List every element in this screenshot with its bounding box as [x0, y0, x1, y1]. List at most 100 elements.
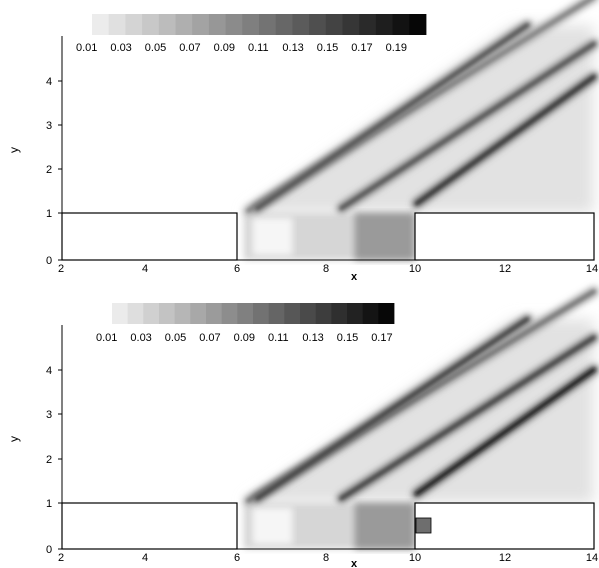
colorbar-swatch — [259, 14, 277, 35]
colorbar-swatch — [192, 14, 210, 35]
colorbar-swatch — [409, 14, 427, 35]
colorbar-swatch — [158, 14, 176, 35]
colorbar-tick-label: 0.07 — [199, 332, 220, 344]
ytick-label-1: 1 — [46, 498, 52, 510]
colorbar-swatch — [342, 14, 360, 35]
ytick-label-2: 2 — [46, 164, 52, 176]
colorbar-swatch — [237, 303, 254, 324]
xtick-label-2: 2 — [58, 263, 64, 275]
plot-2: 0.01 0.03 0.05 0.07 0.09 0.11 0.13 0.15 0.17 0 1… — [7, 286, 599, 568]
colorbar-swatch — [325, 14, 343, 35]
contour-field-1 — [243, 0, 599, 260]
colorbar-swatch — [112, 303, 129, 324]
xtick-label-14: 14 — [586, 552, 598, 564]
y-axis-label-1: y — [7, 147, 21, 153]
colorbar-tick-label: 0.17 — [351, 42, 372, 54]
cavity-light-patch — [252, 507, 293, 545]
colorbar-swatch — [284, 303, 301, 324]
xtick-label-12: 12 — [499, 552, 511, 564]
colorbar-swatch — [142, 14, 160, 35]
contour-band-core — [339, 42, 596, 210]
colorbar-swatch — [392, 14, 410, 35]
colorbar-swatch — [292, 14, 310, 35]
colorbar-swatch — [362, 303, 379, 324]
left-step-1 — [61, 212, 238, 261]
colorbar-tick-label: 0.13 — [302, 332, 323, 344]
x-axis-label-1: x — [351, 271, 358, 283]
colorbar-tick-label: 0.15 — [317, 42, 338, 54]
colorbar-swatch — [347, 303, 364, 324]
left-step-2 — [61, 502, 238, 550]
cavity-dark-band — [354, 503, 415, 549]
wake-envelope — [243, 319, 594, 503]
xtick-label-14: 14 — [586, 263, 598, 275]
y-axis-label-2: y — [7, 436, 21, 442]
colorbar-swatch — [225, 14, 243, 35]
xtick-label-8: 8 — [323, 263, 329, 275]
colorbar-tick-label: 0.11 — [268, 332, 289, 344]
y-ticks-2: 0 1 2 3 4 — [46, 365, 62, 556]
colorbar-swatch — [315, 303, 332, 324]
colorbar-swatch — [190, 303, 207, 324]
colorbar-swatch — [127, 303, 144, 324]
ytick-label-1: 1 — [46, 208, 52, 220]
colorbar-swatch — [108, 14, 126, 35]
xtick-label-4: 4 — [142, 552, 148, 564]
colorbar-swatch — [143, 303, 160, 324]
colorbar-swatch — [378, 303, 395, 324]
colorbar-tick-label: 0.09 — [234, 332, 255, 344]
wake-envelope — [243, 25, 594, 213]
colorbar-swatch — [331, 303, 348, 324]
contour-field-2 — [243, 286, 599, 549]
x-axis-label-2: x — [351, 558, 358, 568]
ytick-label-0: 0 — [46, 544, 52, 556]
colorbar-swatch — [242, 14, 260, 35]
xtick-label-10: 10 — [409, 552, 421, 564]
colorbar-tick-label: 0.05 — [145, 42, 166, 54]
contour-band-core — [415, 75, 596, 206]
colorbar-swatch — [221, 303, 238, 324]
xtick-label-2: 2 — [58, 552, 64, 564]
y-ticks-1: 0 1 2 3 4 — [46, 76, 62, 267]
contour-band-core — [255, 317, 529, 500]
ytick-label-0: 0 — [46, 255, 52, 267]
ytick-label-3: 3 — [46, 120, 52, 132]
colorbar-swatch — [159, 303, 176, 324]
xtick-label-8: 8 — [323, 552, 329, 564]
colorbar-tick-label: 0.15 — [337, 332, 358, 344]
colorbar-tick-label: 0.11 — [248, 42, 269, 54]
colorbar-swatch — [175, 14, 193, 35]
colorbar-tick-label: 0.13 — [282, 42, 303, 54]
xtick-label-12: 12 — [499, 263, 511, 275]
xtick-label-10: 10 — [409, 263, 421, 275]
cavity-light-patch — [252, 217, 293, 256]
colorbar-swatch — [300, 303, 317, 324]
colorbar-tick-label: 0.03 — [130, 332, 151, 344]
x-ticks-1: 2 4 6 8 10 12 14 — [58, 263, 598, 275]
colorbar-tick-label: 0.09 — [214, 42, 235, 54]
ytick-label-4: 4 — [46, 76, 52, 88]
colorbar-swatch — [208, 14, 226, 35]
colorbar-tick-label: 0.07 — [179, 42, 200, 54]
colorbar-swatch — [92, 14, 110, 35]
colorbar-tick-label: 0.03 — [110, 42, 131, 54]
colorbar-swatch — [268, 303, 285, 324]
colorbar-swatch — [125, 14, 143, 35]
cavity-block — [415, 517, 432, 534]
xtick-label-6: 6 — [234, 552, 240, 564]
colorbar-tick-label: 0.01 — [96, 332, 117, 344]
colorbar-swatch — [206, 303, 223, 324]
colorbar-tick-label: 0.05 — [165, 332, 186, 344]
ytick-label-2: 2 — [46, 454, 52, 466]
contour-band-core — [255, 23, 529, 210]
colorbar-swatch — [275, 14, 293, 35]
contour-band-core — [339, 335, 596, 500]
plot-1: 0.01 0.03 0.05 0.07 0.09 0.11 0.13 0.15 0.17 0.19… — [7, 0, 599, 283]
contour-band-core — [415, 368, 596, 496]
right-step-1 — [414, 212, 595, 261]
colorbar-swatch — [253, 303, 270, 324]
colorbar-swatch — [309, 14, 327, 35]
colorbar-swatch — [375, 14, 393, 35]
colorbar-swatch — [359, 14, 377, 35]
